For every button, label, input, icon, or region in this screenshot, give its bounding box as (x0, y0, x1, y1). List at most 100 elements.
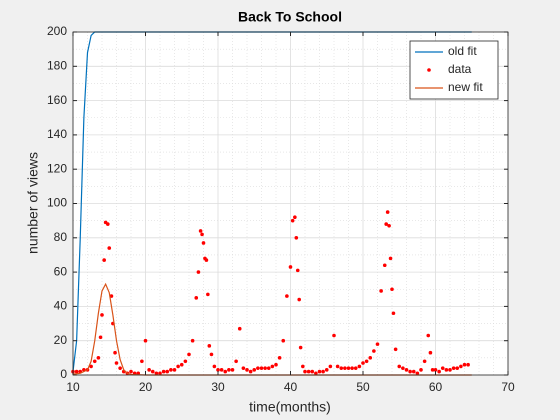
data-point (183, 359, 188, 364)
data-point (328, 364, 333, 369)
data-point (248, 369, 253, 374)
data-point (256, 366, 260, 370)
data-point (106, 222, 110, 226)
data-point (440, 366, 445, 370)
y-tick-label: 140 (47, 127, 67, 141)
data-point (346, 366, 351, 370)
data-point (430, 368, 435, 372)
data-point (190, 338, 195, 343)
data-point (310, 369, 315, 374)
data-point (207, 344, 212, 348)
data-point (266, 366, 271, 370)
data-point (353, 366, 358, 370)
data-point (314, 371, 318, 376)
data-point (387, 223, 391, 228)
data-point (444, 368, 449, 372)
data-point (118, 366, 122, 370)
data-point (415, 371, 420, 376)
data-point (382, 263, 387, 268)
x-tick-label: 60 (429, 380, 443, 394)
y-tick-label: 120 (47, 161, 67, 175)
data-point (140, 359, 144, 364)
data-point (361, 361, 365, 365)
data-point (241, 366, 246, 370)
data-point (150, 369, 155, 374)
data-point (196, 270, 201, 274)
x-tick-label: 70 (501, 380, 515, 394)
fit-line (72, 282, 472, 376)
data-point (364, 359, 369, 364)
data-point (107, 246, 112, 250)
data-point (466, 362, 470, 367)
data-point (204, 258, 209, 262)
data-point (404, 368, 409, 372)
x-tick-label: 10 (66, 380, 80, 394)
data-point (379, 289, 383, 293)
y-tick-label: 180 (47, 58, 67, 72)
data-point (295, 268, 300, 273)
data-point (263, 366, 267, 370)
y-tick-label: 40 (54, 299, 68, 313)
legend: old fit data new fit (409, 40, 499, 100)
data-point (114, 361, 119, 365)
x-tick-label: 20 (139, 380, 153, 394)
data-point (187, 352, 191, 357)
chart-title: Back To School (238, 9, 342, 25)
data-point (223, 369, 228, 374)
data-point (301, 364, 305, 369)
y-axis-label: number of views (25, 152, 41, 254)
data-point (129, 369, 133, 374)
data-point (411, 369, 416, 374)
data-point (448, 368, 452, 372)
data-point (194, 296, 199, 300)
data-point (401, 366, 405, 370)
data-point (147, 368, 151, 372)
data-point (375, 342, 380, 346)
y-tick-label: 0 (60, 367, 67, 381)
data-point (98, 335, 103, 340)
data-point (143, 338, 148, 343)
data-point (100, 313, 104, 317)
legend-box (409, 40, 499, 100)
data-point (209, 352, 214, 357)
y-tick-label: 160 (47, 93, 67, 107)
data-point (437, 369, 441, 374)
y-tick-label: 60 (54, 264, 68, 278)
data-point (165, 369, 170, 374)
data-point (200, 232, 204, 237)
data-point (259, 366, 264, 370)
data-point (343, 366, 347, 370)
data-point (408, 369, 412, 374)
data-point (462, 362, 467, 367)
data-point (161, 369, 166, 374)
data-point (317, 369, 322, 374)
data-point (339, 366, 344, 370)
data-point (298, 345, 303, 350)
data-point (216, 368, 220, 372)
data-point (201, 241, 206, 245)
data-point (368, 356, 373, 360)
data-point (113, 350, 117, 355)
data-point (335, 364, 340, 369)
x-axis-label: time(months) (249, 399, 331, 415)
data-point (324, 368, 329, 372)
legend-label: new fit (448, 80, 483, 94)
data-point (433, 368, 438, 372)
data-point (277, 356, 282, 360)
data-point (397, 364, 402, 369)
data-point (385, 210, 390, 214)
data-point (176, 364, 180, 369)
data-point (321, 369, 325, 374)
data-point (230, 368, 235, 372)
data-point (288, 265, 293, 269)
y-tick-label: 80 (54, 230, 68, 244)
data-point (96, 356, 101, 360)
data-point (89, 364, 93, 369)
y-tick-label: 100 (47, 196, 67, 210)
data-point (237, 326, 242, 331)
data-point (198, 229, 203, 233)
data-point (393, 347, 398, 352)
data-point (332, 333, 336, 338)
